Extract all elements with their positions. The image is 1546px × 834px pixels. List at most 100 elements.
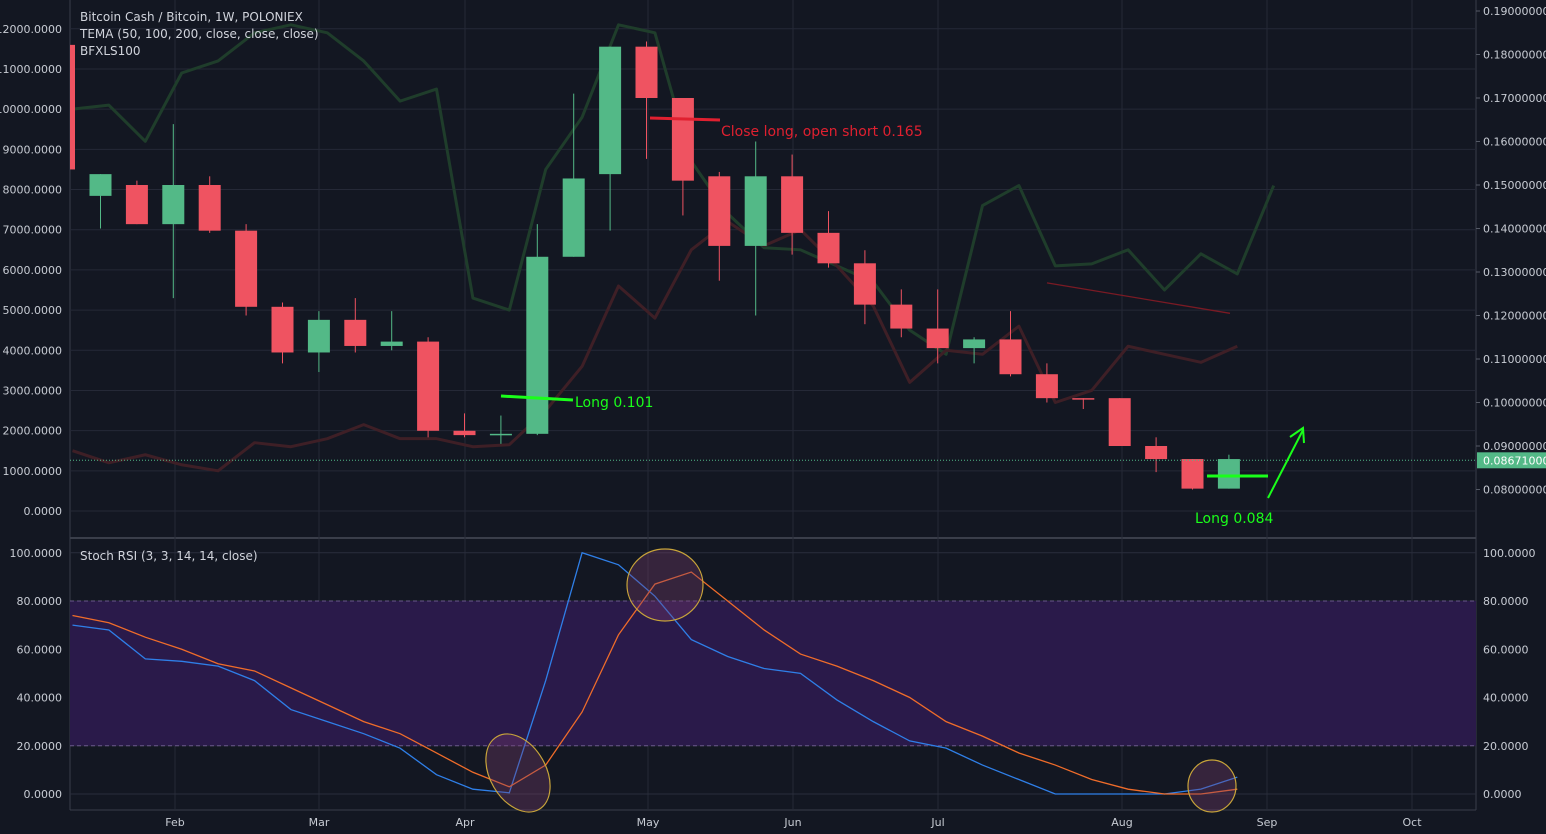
left-edge-candle [70, 44, 75, 170]
candle-body [380, 341, 403, 346]
candle-body [963, 339, 986, 349]
stoch-left-tick: 40.0000 [17, 692, 63, 705]
candle-body [671, 98, 694, 181]
highlight-circle [626, 548, 704, 622]
right-tick-label: 0.10000000 [1483, 397, 1546, 410]
stoch-right-tick: 100.0000 [1483, 547, 1536, 560]
stoch-right-tick: 0.0000 [1483, 788, 1522, 801]
stoch-left-tick: 0.0000 [24, 788, 63, 801]
stoch-band [70, 601, 1476, 746]
candle-body [1108, 398, 1131, 446]
stoch-right-tick: 60.0000 [1483, 643, 1529, 656]
annotation-long-1: Long 0.101 [575, 395, 653, 411]
bfxls-legend: BFXLS100 [80, 44, 141, 58]
trend-line [1046, 282, 1231, 314]
left-tick-label: 11000.0000 [0, 63, 62, 76]
left-tick-label: 7000.0000 [3, 224, 63, 237]
right-tick-label: 0.18000000 [1483, 49, 1546, 62]
stoch-layer [70, 548, 1476, 813]
stoch-left-tick: 80.0000 [17, 595, 63, 608]
candle-body [562, 178, 585, 257]
highlight-circle [485, 733, 551, 813]
right-tick-label: 0.08000000 [1483, 484, 1546, 497]
right-tick-label: 0.12000000 [1483, 310, 1546, 323]
left-tick-label: 1000.0000 [3, 465, 63, 478]
right-tick-label: 0.16000000 [1483, 136, 1546, 149]
x-tick-label: Jul [930, 816, 944, 829]
candle-body [1217, 459, 1240, 489]
stoch-left-tick: 20.0000 [17, 740, 63, 753]
candle-body [235, 230, 258, 307]
x-tick-label: Oct [1402, 816, 1422, 829]
candle-body [344, 319, 367, 346]
stoch-left-tick: 100.0000 [10, 547, 63, 560]
left-tick-label: 6000.0000 [3, 264, 63, 277]
candle-body [125, 185, 148, 225]
last-price-badge [1477, 452, 1546, 469]
right-tick-label: 0.15000000 [1483, 179, 1546, 192]
right-tick-label: 0.17000000 [1483, 92, 1546, 105]
candle-body [999, 339, 1022, 375]
annotation-long-2: Long 0.084 [1195, 511, 1274, 527]
candle-body [744, 176, 767, 246]
annotation-layer: Close long, open short 0.165 Long 0.101 Lo… [500, 116, 1305, 527]
candle-body [307, 319, 330, 353]
stoch-right-tick: 80.0000 [1483, 595, 1529, 608]
right-tick-label: 0.19000000 [1483, 5, 1546, 18]
up-arrow-shaft [1267, 429, 1304, 499]
candle-body [599, 46, 622, 175]
stoch-left-tick: 60.0000 [17, 643, 63, 656]
candle-body [1145, 446, 1168, 460]
candle-body [89, 174, 112, 196]
candle-body [489, 433, 512, 436]
left-tick-label: 2000.0000 [3, 425, 63, 438]
last-price-label: 0.08671000 [1483, 454, 1546, 467]
candle-body [198, 185, 221, 231]
long-signal-marker [500, 394, 574, 402]
left-tick-label: 10000.0000 [0, 103, 62, 116]
left-tick-label: 3000.0000 [3, 384, 63, 397]
candles-layer [70, 41, 1476, 490]
left-tick-label: 9000.0000 [3, 143, 63, 156]
candle-body [708, 176, 731, 246]
stoch-k-line [72, 551, 1238, 795]
right-tick-label: 0.09000000 [1483, 440, 1546, 453]
tema-legend: TEMA (50, 100, 200, close, close, close) [79, 27, 319, 41]
candle-body [890, 304, 913, 329]
highlight-circle [1187, 759, 1237, 813]
candle-body [526, 256, 549, 434]
x-tick-label: May [637, 816, 660, 829]
candle-body [817, 232, 840, 264]
x-tick-label: Apr [455, 816, 475, 829]
legend-layer: Bitcoin Cash / Bitcoin, 1W, POLONIEX TEM… [79, 10, 319, 563]
candle-body [781, 176, 804, 233]
axes-layer: Feb Mar Apr May Jun Jul Aug Sep Oct 12000.0000 110… [0, 5, 1546, 829]
candle-body [417, 341, 440, 431]
right-tick-label: 0.14000000 [1483, 223, 1546, 236]
x-tick-label: Aug [1111, 816, 1132, 829]
chart-title: Bitcoin Cash / Bitcoin, 1W, POLONIEX [80, 10, 303, 24]
x-tick-label: Feb [165, 816, 184, 829]
candle-body [635, 46, 658, 98]
x-tick-label: Mar [309, 816, 330, 829]
left-tick-label: 5000.0000 [3, 304, 63, 317]
right-tick-label: 0.11000000 [1483, 353, 1546, 366]
up-arrow-head [1289, 426, 1305, 444]
left-tick-label: 0.0000 [24, 505, 63, 518]
stoch-rsi-legend: Stoch RSI (3, 3, 14, 14, close) [80, 549, 258, 563]
candle-body [1181, 459, 1204, 489]
candle-body [853, 263, 876, 305]
tema-fast [72, 23, 1276, 356]
left-tick-label: 12000.0000 [0, 23, 62, 36]
candle-body [453, 430, 476, 436]
stoch-d-line [72, 571, 1238, 795]
candle-body [1072, 398, 1095, 400]
candle-body [1035, 374, 1058, 399]
x-tick-label: Sep [1257, 816, 1278, 829]
right-tick-label: 0.13000000 [1483, 266, 1546, 279]
stoch-right-tick: 20.0000 [1483, 740, 1529, 753]
candle-body [162, 185, 185, 225]
candle-body [926, 328, 949, 349]
short-signal-marker [649, 116, 721, 122]
